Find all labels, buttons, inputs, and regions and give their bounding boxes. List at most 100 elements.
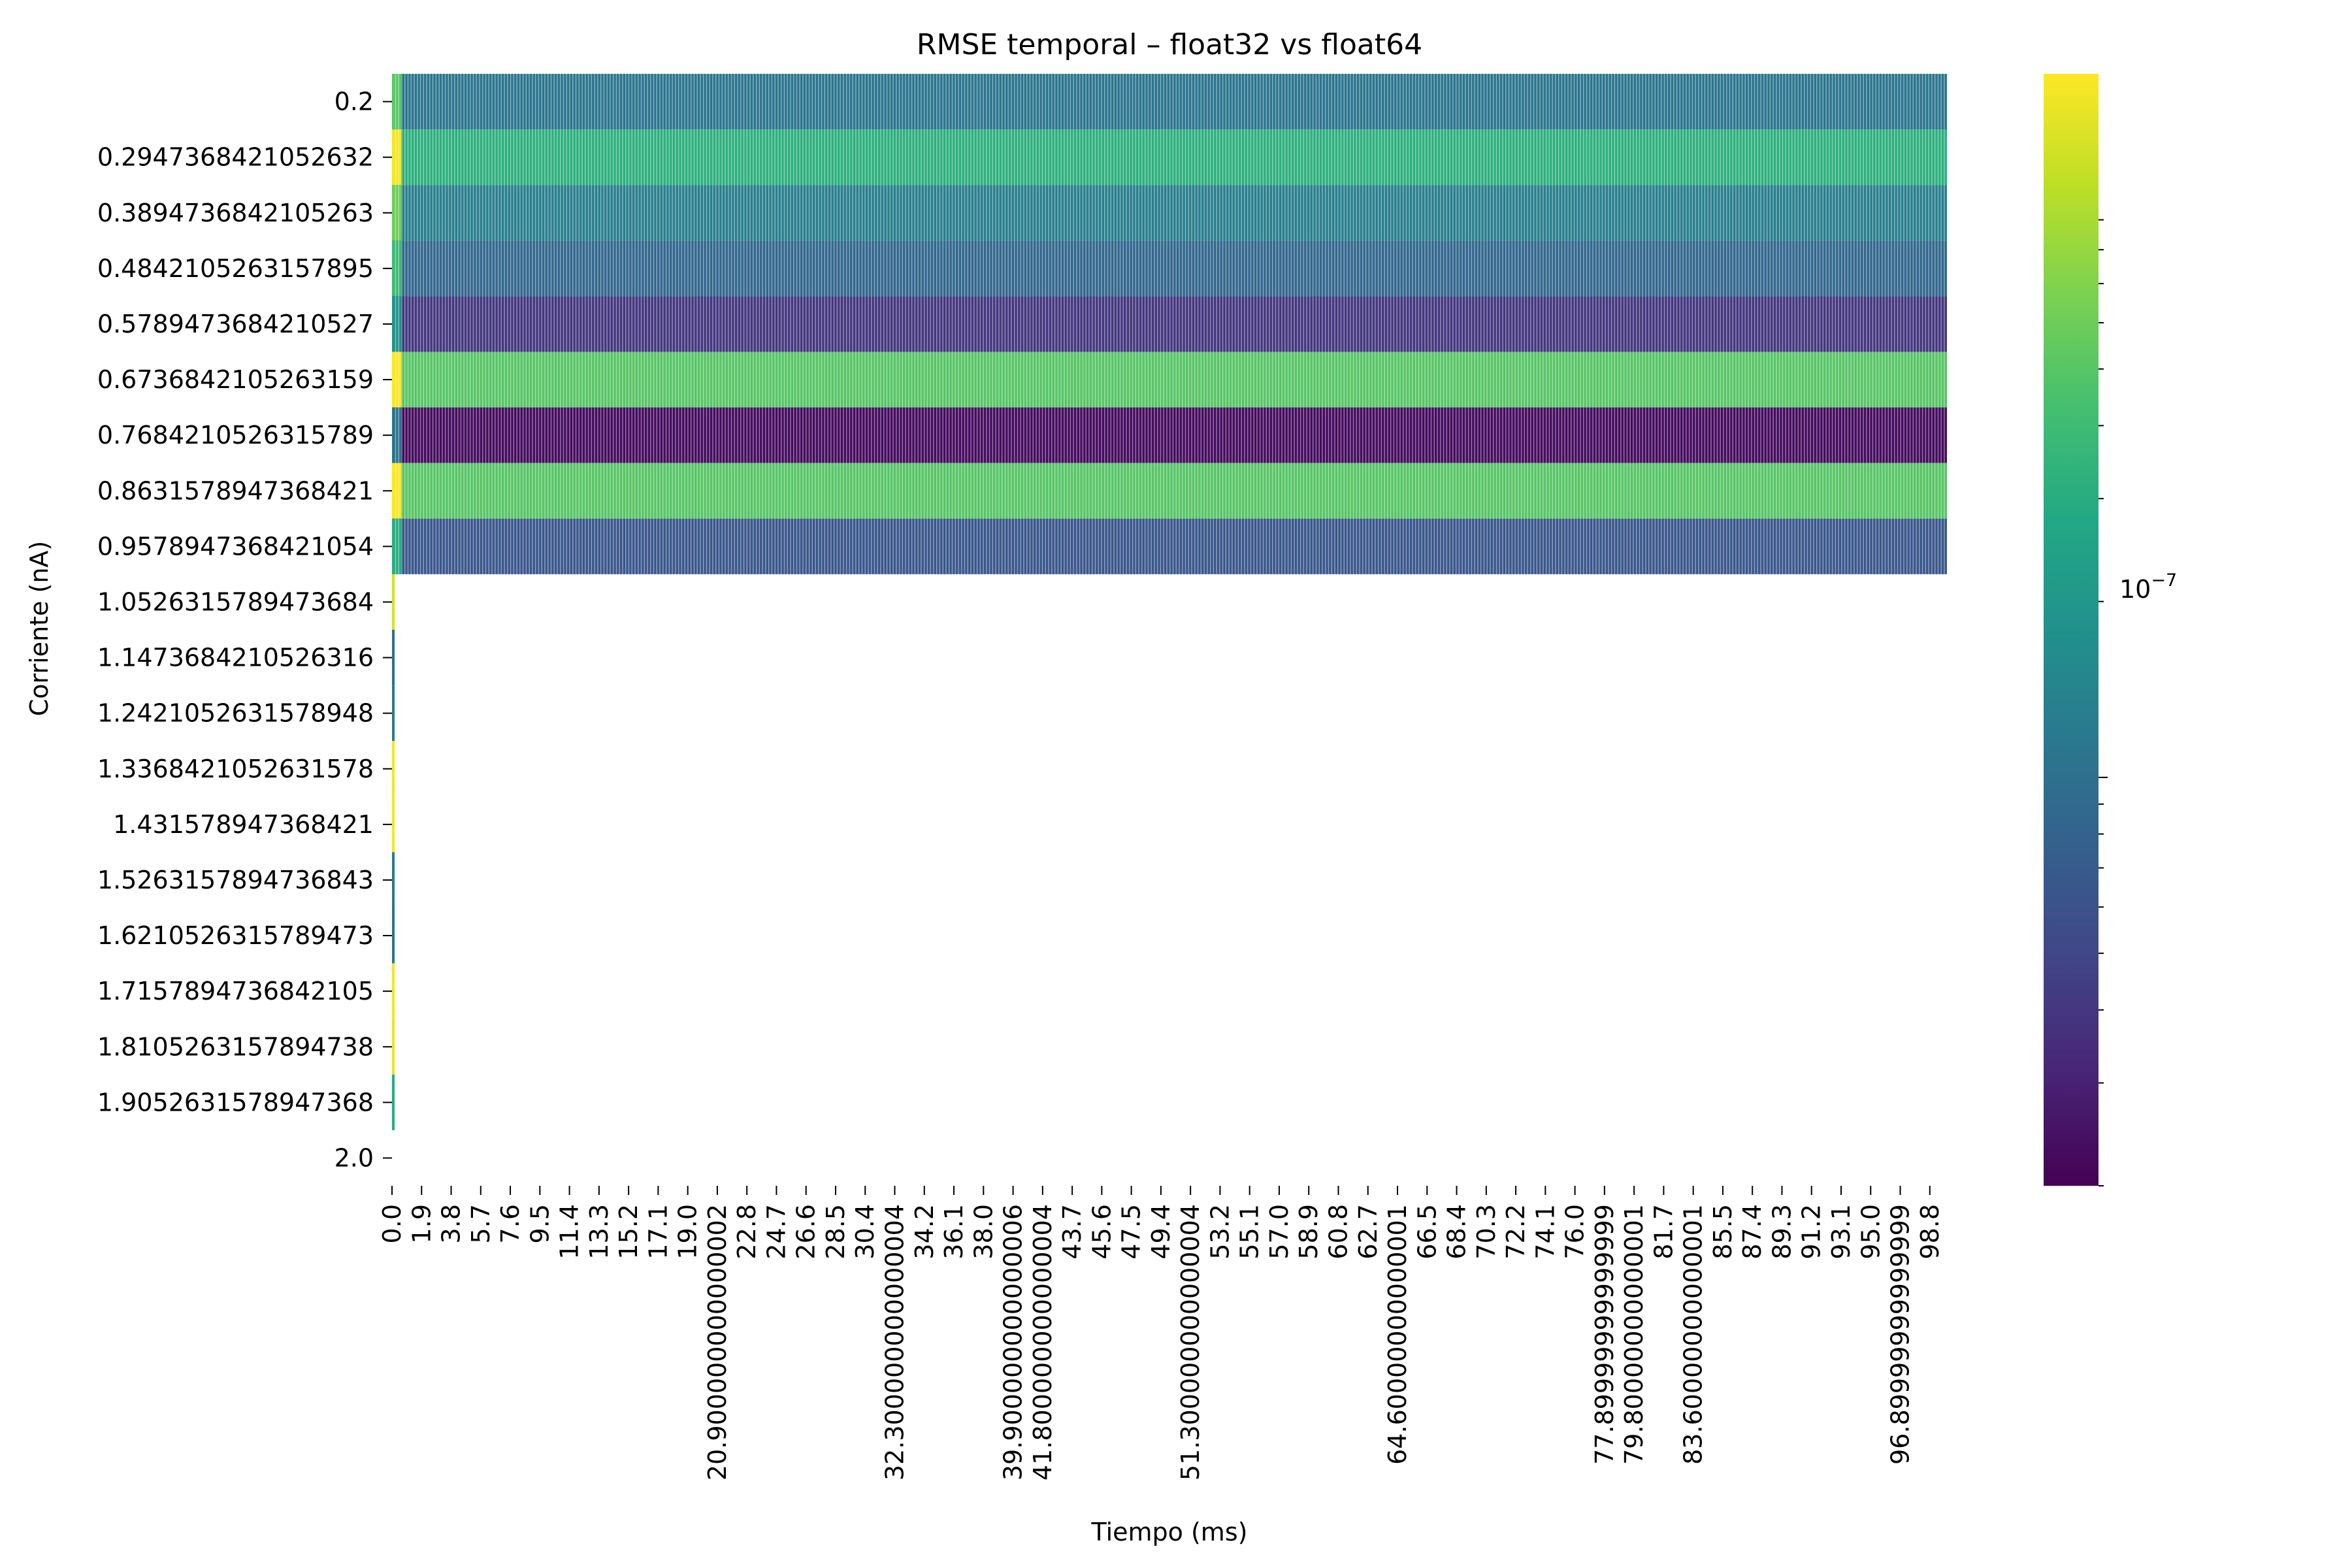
heatmap-cell-gap xyxy=(1769,296,1771,352)
heatmap-cell-gap xyxy=(1844,351,1846,408)
heatmap-cell-gap xyxy=(525,407,527,463)
heatmap-cell-gap xyxy=(444,518,446,574)
heatmap-cell-gap xyxy=(1054,407,1056,463)
heatmap-cell-gap xyxy=(591,129,593,186)
heatmap-cell-gap xyxy=(1418,407,1420,463)
heatmap-cell-gap xyxy=(1629,185,1631,241)
heatmap-cell-gap xyxy=(1608,240,1609,297)
heatmap-cell-gap xyxy=(622,518,623,574)
heatmap-cell-gap xyxy=(1670,74,1671,130)
heatmap-cell-gap xyxy=(1673,463,1674,519)
heatmap-cell-gap xyxy=(1524,74,1526,130)
heatmap-cell-gap xyxy=(1673,185,1674,241)
heatmap-cell-gap xyxy=(1266,407,1267,463)
heatmap-cell-gap xyxy=(1844,463,1846,519)
heatmap-cell-gap xyxy=(721,296,723,352)
heatmap-cell-gap xyxy=(1070,463,1071,519)
heatmap-cell-gap xyxy=(622,185,623,241)
heatmap-cell-gap xyxy=(858,129,860,186)
heatmap-cell-gap xyxy=(1449,407,1450,463)
heatmap-cell-gap xyxy=(1424,351,1426,408)
heatmap-cell-gap xyxy=(743,185,745,241)
heatmap-cell-gap xyxy=(1163,185,1164,241)
heatmap-cell-gap xyxy=(553,185,555,241)
heatmap-cell-gap xyxy=(1290,463,1292,519)
y-tick-label: 0.3894736842105263 xyxy=(97,199,374,227)
heatmap-cell-gap xyxy=(491,129,493,186)
heatmap-cell-gap xyxy=(1744,129,1746,186)
heatmap-cell-gap xyxy=(1499,74,1500,130)
heatmap-cell-gap xyxy=(898,129,900,186)
heatmap-cell-gap xyxy=(1791,129,1793,186)
heatmap-cell-gap xyxy=(1132,185,1134,241)
heatmap-cell-gap xyxy=(1169,296,1171,352)
heatmap-cell-gap xyxy=(1156,407,1158,463)
heatmap-cell-gap xyxy=(1495,518,1497,574)
heatmap-cell-gap xyxy=(1409,74,1410,130)
heatmap-cell-gap xyxy=(678,74,679,130)
heatmap-cell-gap xyxy=(1023,185,1024,241)
heatmap-cell-gap xyxy=(581,74,583,130)
heatmap-cell-gap xyxy=(1940,74,1942,130)
heatmap-cell-gap xyxy=(1620,74,1622,130)
heatmap-cell-gap xyxy=(749,185,751,241)
x-tick-label: 62.7 xyxy=(1354,1204,1382,1260)
heatmap-cell-gap xyxy=(777,74,779,130)
heatmap-cell-gap xyxy=(939,185,941,241)
heatmap-cell-gap xyxy=(1424,407,1426,463)
heatmap-cell-gap xyxy=(1835,129,1837,186)
heatmap-cell-gap xyxy=(419,185,421,241)
heatmap-cell-gap xyxy=(1887,296,1889,352)
heatmap-cell-gap xyxy=(1446,407,1448,463)
heatmap-cell-gap xyxy=(1610,296,1612,352)
heatmap-cell-gap xyxy=(485,518,487,574)
heatmap-cell-gap xyxy=(1894,74,1895,130)
heatmap-cell-gap xyxy=(1835,518,1837,574)
heatmap-cell-gap xyxy=(1486,129,1488,186)
heatmap-cell-gap xyxy=(964,74,966,130)
heatmap-cell-gap xyxy=(1309,407,1311,463)
heatmap-cell-gap xyxy=(1477,74,1478,130)
heatmap-cell-gap xyxy=(1409,518,1410,574)
heatmap-cell-gap xyxy=(1446,74,1448,130)
heatmap-cell-gap xyxy=(1548,74,1550,130)
heatmap-cell-gap xyxy=(1639,240,1641,297)
heatmap-cell-gap xyxy=(1405,351,1407,408)
heatmap-cell-gap xyxy=(871,407,872,463)
heatmap-cell-gap xyxy=(1495,185,1497,241)
heatmap-cell-gap xyxy=(712,518,713,574)
heatmap-cell-gap xyxy=(1539,129,1541,186)
heatmap-cell-gap xyxy=(1365,296,1367,352)
heatmap-cell-gap xyxy=(964,463,966,519)
heatmap-cell-gap xyxy=(955,74,956,130)
heatmap-cell-gap xyxy=(1912,463,1914,519)
heatmap-cell-gap xyxy=(1262,185,1264,241)
heatmap-cell-gap xyxy=(1548,407,1550,463)
heatmap-cell-gap xyxy=(1290,407,1292,463)
heatmap-cell-gap xyxy=(1104,240,1105,297)
heatmap-cell-gap xyxy=(1334,463,1335,519)
heatmap-cell-gap xyxy=(510,129,512,186)
heatmap-cell-gap xyxy=(1107,463,1109,519)
heatmap-cell-gap xyxy=(1048,463,1049,519)
heatmap-cell-gap xyxy=(1785,296,1786,352)
heatmap-cell-gap xyxy=(1079,351,1081,408)
heatmap-cell-gap xyxy=(821,518,823,574)
heatmap-cell-gap xyxy=(1467,296,1469,352)
heatmap-cell-gap xyxy=(1325,240,1326,297)
heatmap-cell-gap xyxy=(1290,351,1292,408)
heatmap-cell-gap xyxy=(979,129,981,186)
heatmap-cell-gap xyxy=(1610,185,1612,241)
heatmap-cell-gap xyxy=(476,463,477,519)
heatmap-cell-gap xyxy=(1147,407,1149,463)
heatmap-cell-gap xyxy=(721,518,723,574)
heatmap-cell-gap xyxy=(1132,296,1134,352)
heatmap-cell-gap xyxy=(1610,240,1612,297)
heatmap-cell-gap xyxy=(1085,129,1086,186)
heatmap-cell-gap xyxy=(1371,240,1373,297)
heatmap-cell-gap xyxy=(1303,129,1305,186)
heatmap-cell-gap xyxy=(1844,129,1846,186)
heatmap-cell-gap xyxy=(1250,407,1252,463)
x-axis: 0.0 1.9 3.8 5.7 7.6 9.5 11.4 13.3 15.2 17.1 19.0 20… xyxy=(378,1186,1944,1480)
heatmap-cell-gap xyxy=(790,74,791,130)
